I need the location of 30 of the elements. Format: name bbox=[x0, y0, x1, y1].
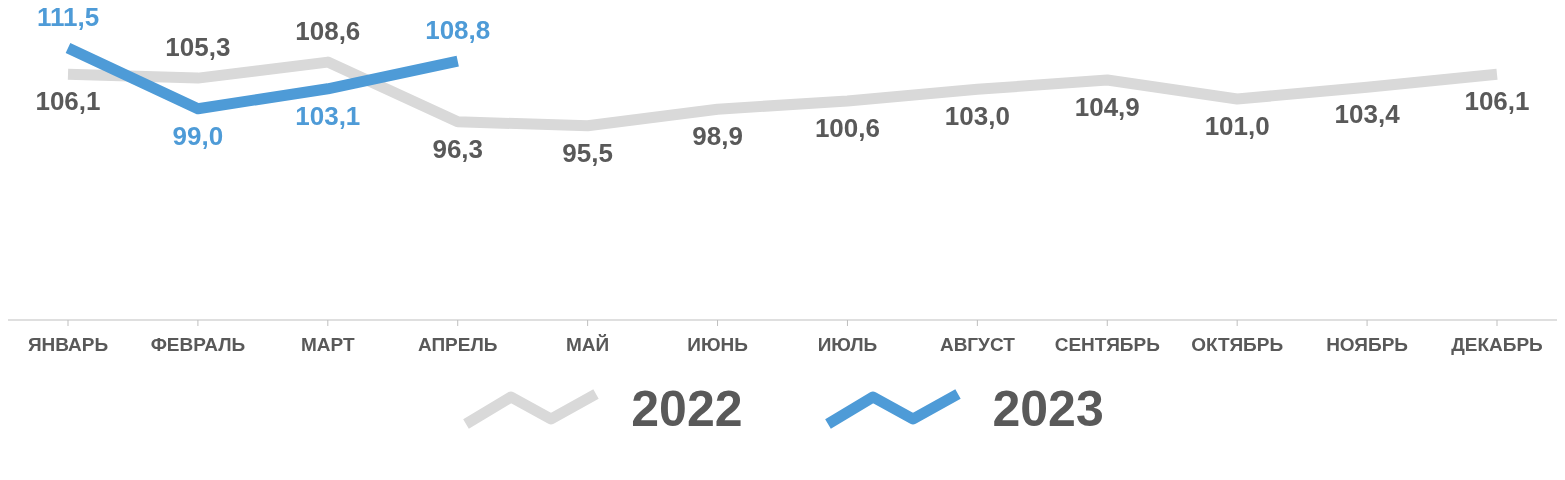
x-tick-label: ИЮЛЬ bbox=[817, 334, 878, 356]
data-label: 103,1 bbox=[295, 100, 361, 131]
data-label: 100,6 bbox=[814, 112, 880, 143]
x-tick-label: МАРТ bbox=[301, 334, 355, 356]
data-label: 98,9 bbox=[692, 121, 743, 152]
data-label: 106,1 bbox=[35, 86, 101, 117]
x-tick-label: АПРЕЛЬ bbox=[417, 334, 498, 356]
data-label: 103,0 bbox=[944, 101, 1010, 132]
data-label: 101,0 bbox=[1204, 111, 1270, 141]
data-label: 103,4 bbox=[1334, 99, 1401, 130]
x-tick-label: НОЯБРЬ bbox=[1326, 334, 1409, 356]
x-tick-label: ЯНВАРЬ bbox=[27, 334, 109, 356]
legend-label: 2023 bbox=[992, 380, 1104, 438]
data-label: 95,5 bbox=[562, 137, 613, 168]
data-label: 108,8 bbox=[425, 15, 491, 46]
x-tick-label: СЕНТЯБРЬ bbox=[1054, 334, 1160, 356]
x-tick-label: ДЕКАБРЬ bbox=[1451, 334, 1543, 356]
data-label: 108,6 bbox=[295, 16, 361, 47]
legend-label: 2022 bbox=[631, 380, 743, 438]
x-tick-label: ИЮНЬ bbox=[687, 334, 748, 356]
data-label: 111,5 bbox=[36, 2, 100, 32]
data-label: 99,0 bbox=[172, 120, 224, 151]
data-label: 106,1 bbox=[1464, 86, 1530, 117]
data-label: 96,3 bbox=[432, 133, 484, 164]
x-tick-label: ФЕВРАЛЬ bbox=[150, 334, 246, 356]
data-label: 104,9 bbox=[1074, 92, 1140, 123]
x-tick-label: АВГУСТ bbox=[939, 334, 1016, 356]
x-tick-label: ОКТЯБРЬ bbox=[1191, 334, 1284, 356]
x-tick-label: МАЙ bbox=[566, 334, 610, 356]
data-label: 105,3 bbox=[165, 32, 231, 63]
